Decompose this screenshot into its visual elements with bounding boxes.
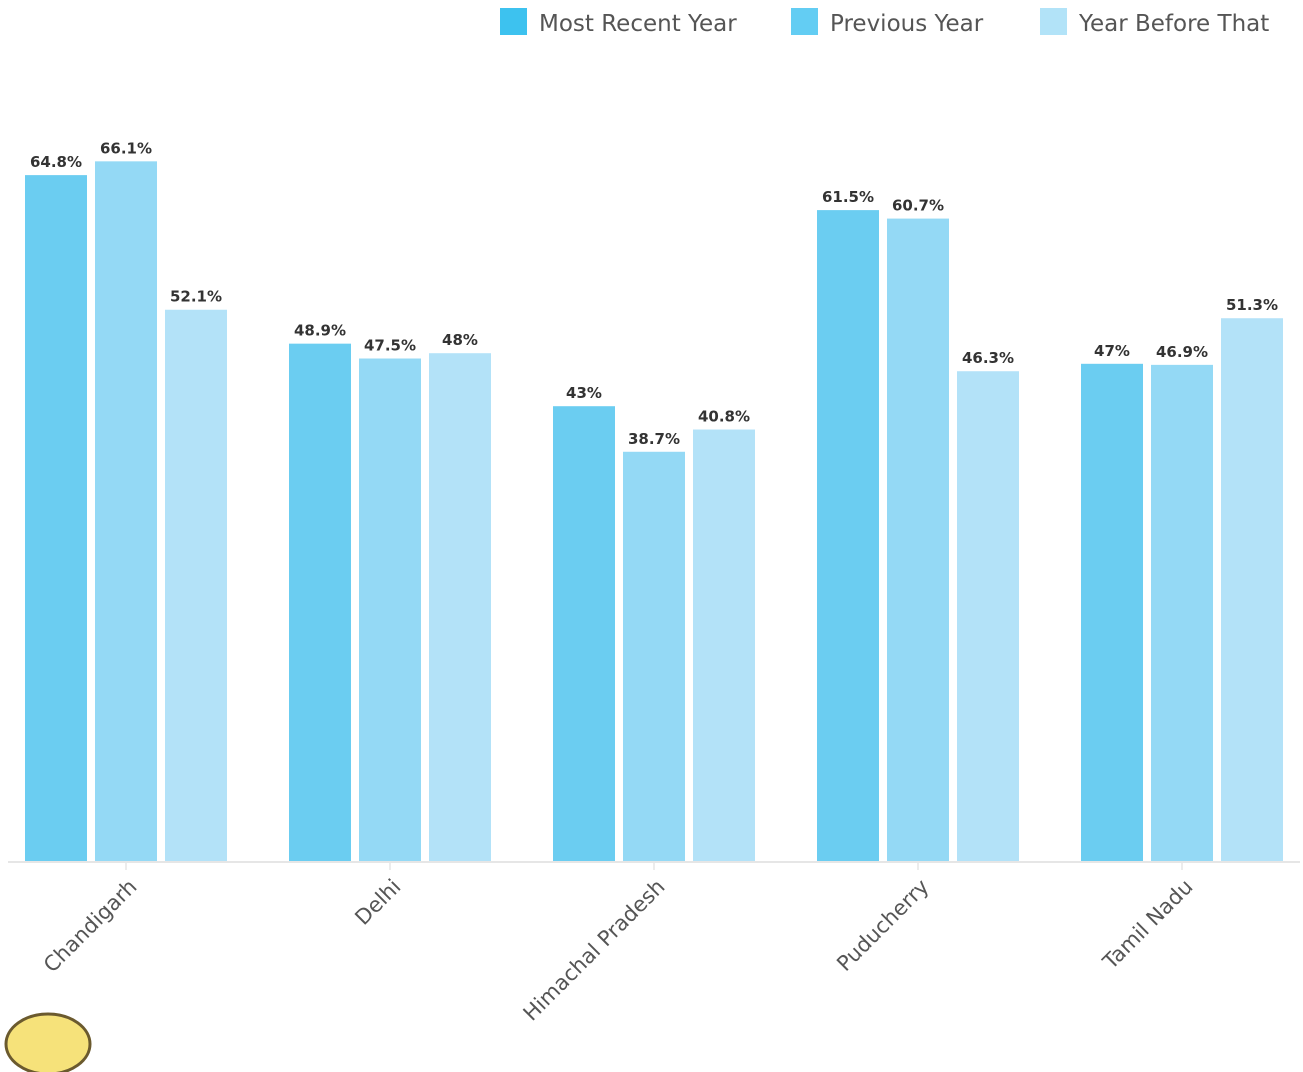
value-label-puducherry-most-recent-year: 61.5% (822, 188, 874, 206)
legend-label-previous-year[interactable]: Previous Year (830, 11, 984, 37)
category-label-himachal-pradesh: Himachal Pradesh (519, 875, 670, 1026)
value-labels-group: 64.8% 66.1% 52.1% 48.9% 47.5% 48% 43% 38.7% 40.8… (30, 139, 1278, 447)
legend-swatch-year-before-that[interactable] (1040, 8, 1067, 35)
bar-chandigarh-previous-year[interactable] (95, 161, 157, 863)
category-label-puducherry: Puducherry (832, 875, 933, 976)
value-label-himachal-pradesh-most-recent-year: 43% (566, 384, 602, 402)
legend: Most Recent Year Previous Year Year Before… (500, 8, 1269, 37)
value-label-himachal-pradesh-year-before-that: 40.8% (698, 408, 750, 426)
x-axis-ticks (125, 862, 1183, 870)
category-label-delhi: Delhi (350, 875, 405, 930)
bar-himachal-pradesh-year-before-that[interactable] (693, 429, 755, 862)
bar-delhi-year-before-that[interactable] (429, 353, 491, 862)
category-labels-group: Chandigarh Delhi Himachal Pradesh Puducherr… (39, 875, 1198, 1026)
bar-himachal-pradesh-previous-year[interactable] (623, 451, 685, 862)
bar-chandigarh-most-recent-year[interactable] (25, 175, 87, 862)
bar-puducherry-year-before-that[interactable] (957, 371, 1019, 862)
value-label-chandigarh-previous-year: 66.1% (100, 139, 152, 157)
bar-delhi-most-recent-year[interactable] (289, 343, 351, 862)
value-label-tamil-nadu-previous-year: 46.9% (1156, 343, 1208, 361)
category-label-chandigarh: Chandigarh (39, 875, 142, 978)
legend-label-most-recent-year[interactable]: Most Recent Year (539, 11, 737, 37)
bar-puducherry-most-recent-year[interactable] (817, 210, 879, 863)
legend-swatch-most-recent-year[interactable] (500, 8, 527, 35)
bar-chandigarh-year-before-that[interactable] (165, 309, 227, 862)
bar-chart: Most Recent Year Previous Year Year Before… (8, 8, 1300, 1026)
mascot-face-icon (4, 1012, 92, 1072)
value-label-puducherry-year-before-that: 46.3% (962, 349, 1014, 367)
value-label-tamil-nadu-most-recent-year: 47% (1094, 342, 1130, 360)
bars-group (25, 161, 1283, 863)
bar-tamil-nadu-most-recent-year[interactable] (1081, 363, 1143, 862)
bar-delhi-previous-year[interactable] (359, 358, 421, 863)
bar-tamil-nadu-year-before-that[interactable] (1221, 318, 1283, 863)
value-label-chandigarh-year-before-that: 52.1% (170, 288, 222, 306)
legend-swatch-previous-year[interactable] (791, 8, 818, 35)
bar-tamil-nadu-previous-year[interactable] (1151, 364, 1213, 862)
value-label-chandigarh-most-recent-year: 64.8% (30, 153, 82, 171)
legend-label-year-before-that[interactable]: Year Before That (1078, 11, 1269, 37)
value-label-delhi-year-before-that: 48% (442, 331, 478, 349)
value-label-himachal-pradesh-previous-year: 38.7% (628, 430, 680, 448)
category-label-tamil-nadu: Tamil Nadu (1098, 875, 1198, 975)
value-label-tamil-nadu-year-before-that: 51.3% (1226, 296, 1278, 314)
value-label-delhi-most-recent-year: 48.9% (294, 322, 346, 340)
value-label-puducherry-previous-year: 60.7% (892, 197, 944, 215)
bar-puducherry-previous-year[interactable] (887, 218, 949, 862)
value-label-delhi-previous-year: 47.5% (364, 337, 416, 355)
bar-himachal-pradesh-most-recent-year[interactable] (553, 406, 615, 862)
